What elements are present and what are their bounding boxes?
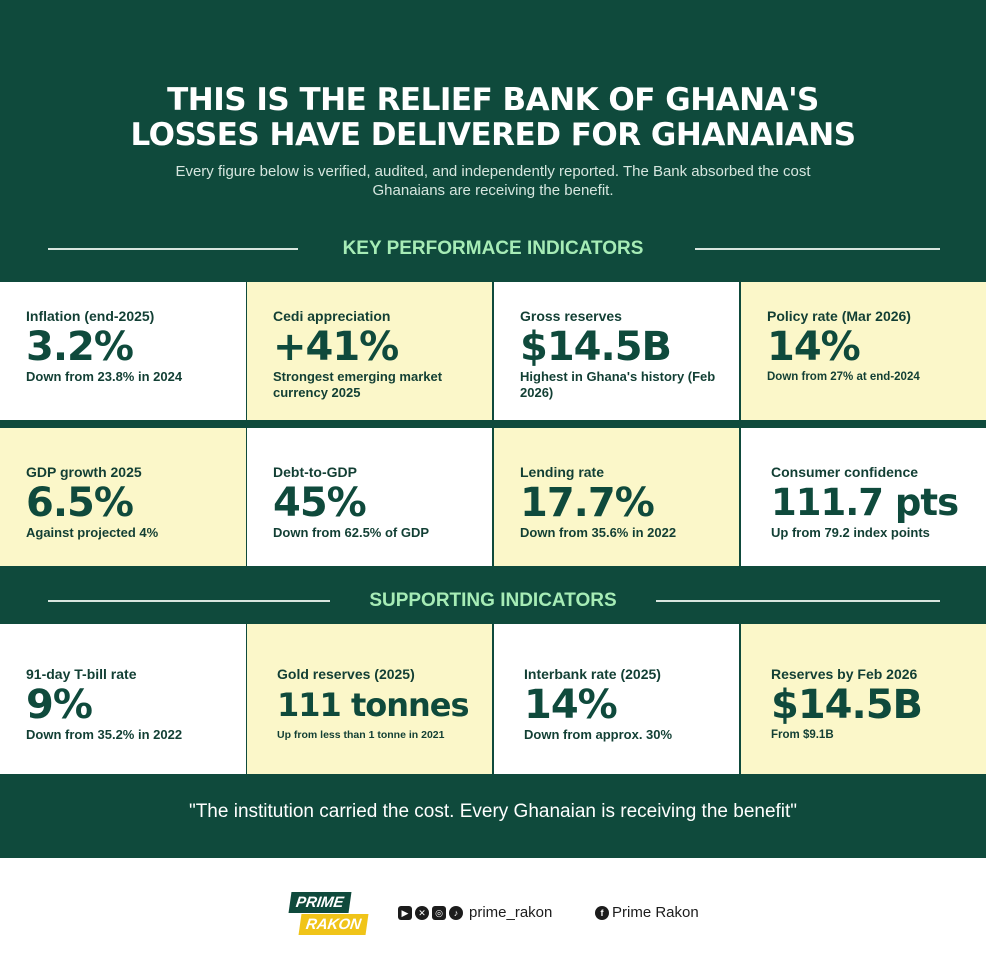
kpi-value: +41% [273,324,399,370]
headline-line-1: THIS IS THE RELIEF BANK OF GHANA'S [167,82,819,118]
section-divider-right [695,248,940,250]
youtube-icon[interactable]: ▶ [398,905,412,920]
facebook-icon: f [595,905,609,920]
social-handle[interactable]: prime_rakon [469,904,553,921]
kpi-note: Down from 35.2% in 2022 [26,727,183,742]
kpi-label: Debt-to-GDP [273,464,357,480]
closing-quote: "The institution carried the cost. Every… [188,801,798,822]
kpi-label: Reserves by Feb 2026 [771,666,918,682]
support-card-reserves-feb: Reserves by Feb 2026 $14.5B From $9.1B [741,624,986,774]
kpi-card-debt-to-gdp: Debt-to-GDP 45% Down from 62.5% of GDP [247,428,492,566]
supporting-indicators-heading: SUPPORTING INDICATORS [369,590,617,611]
logo-text-rakon: RAKON [298,914,369,935]
kpi-label: 91-day T-bill rate [26,666,137,682]
subtitle-line-2: Ghanaians are receiving the benefit. [372,182,614,199]
kpi-label: Policy rate (Mar 2026) [767,308,911,324]
kpi-note: Down from 35.6% in 2022 [520,525,677,540]
kpi-value: $14.5B [771,682,923,728]
kpi-card-inflation: Inflation (end-2025) 3.2% Down from 23.8… [0,282,246,420]
kpi-value: 9% [26,682,93,728]
facebook-name: Prime Rakon [612,904,699,921]
kpi-card-cedi: Cedi appreciation +41% Strongest emergin… [247,282,492,420]
kpi-note: From $9.1B [771,729,834,741]
support-card-tbill: 91-day T-bill rate 9% Down from 35.2% in… [0,624,246,774]
kpi-value: 3.2% [26,324,134,370]
tiktok-icon[interactable]: ♪ [449,905,463,920]
section-divider-right [656,600,940,602]
prime-rakon-logo: PRIME RAKON [288,892,369,938]
kpi-note: Up from 79.2 index points [771,525,930,540]
kpi-card-reserves: Gross reserves $14.5B Highest in Ghana's… [494,282,739,420]
kpi-value: $14.5B [520,324,672,370]
kpi-note: Highest in Ghana's history (Feb 2026) [520,369,716,400]
kpi-value: 111 tonnes [277,686,470,724]
kpi-card-consumer-confidence: Consumer confidence 111.7 pts Up from 79… [741,428,986,566]
kpi-note: Down from 27% at end-2024 [767,371,920,383]
kpi-note: Against projected 4% [26,525,159,540]
facebook-link[interactable]: f Prime Rakon [595,904,699,921]
social-handles: ▶ ✕ ◎ ♪ prime_rakon [398,904,552,921]
support-card-gold: Gold reserves (2025) 111 tonnes Up from … [247,624,492,774]
kpi-value: 17.7% [520,480,655,526]
instagram-icon[interactable]: ◎ [432,905,446,920]
logo-text-prime: PRIME [288,892,351,913]
kpi-value: 14% [524,682,618,728]
kpi-note: Up from less than 1 tonne in 2021 [277,729,445,741]
kpi-value: 6.5% [26,480,134,526]
x-icon[interactable]: ✕ [415,905,429,920]
kpi-label: Consumer confidence [771,464,919,480]
kpi-note: Strongest emerging market currency 2025 [273,369,443,400]
kpi-label: Gross reserves [520,308,622,324]
kpi-note: Down from 23.8% in 2024 [26,369,183,384]
kpi-card-gdp-growth: GDP growth 2025 6.5% Against projected 4… [0,428,246,566]
kpi-value: 45% [273,480,367,526]
kpi-card-lending-rate: Lending rate 17.7% Down from 35.6% in 20… [494,428,739,566]
kpi-label: Cedi appreciation [273,308,391,324]
support-card-interbank: Interbank rate (2025) 14% Down from appr… [494,624,739,774]
kpi-label: Gold reserves (2025) [277,666,415,682]
kpi-label: Inflation (end-2025) [26,308,155,324]
headline-line-2: LOSSES HAVE DELIVERED FOR GHANAIANS [130,117,856,153]
footer: PRIME RAKON ▶ ✕ ◎ ♪ prime_rakon f Prime … [0,890,986,940]
key-indicators-heading: KEY PERFORMACE INDICATORS [342,238,644,259]
section-divider-left [48,248,298,250]
kpi-value: 14% [767,324,861,370]
kpi-label: GDP growth 2025 [26,464,142,480]
kpi-value: 111.7 pts [771,481,959,524]
kpi-card-policy-rate: Policy rate (Mar 2026) 14% Down from 27%… [741,282,986,420]
kpi-label: Interbank rate (2025) [524,666,661,682]
section-divider-left [48,600,330,602]
subtitle-line-1: Every figure below is verified, audited,… [175,163,811,180]
kpi-label: Lending rate [520,464,605,480]
kpi-note: Down from 62.5% of GDP [273,525,430,540]
kpi-note: Down from approx. 30% [524,727,673,742]
